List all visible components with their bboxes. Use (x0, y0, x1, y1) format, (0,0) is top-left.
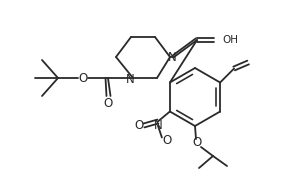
Text: N: N (126, 73, 134, 85)
Text: O: O (192, 137, 202, 149)
Text: O: O (134, 119, 143, 132)
Text: N: N (154, 119, 162, 132)
Text: N: N (168, 51, 176, 63)
Text: O: O (162, 134, 172, 147)
Text: O: O (103, 97, 113, 110)
Text: O: O (78, 71, 88, 85)
Text: OH: OH (222, 35, 238, 45)
